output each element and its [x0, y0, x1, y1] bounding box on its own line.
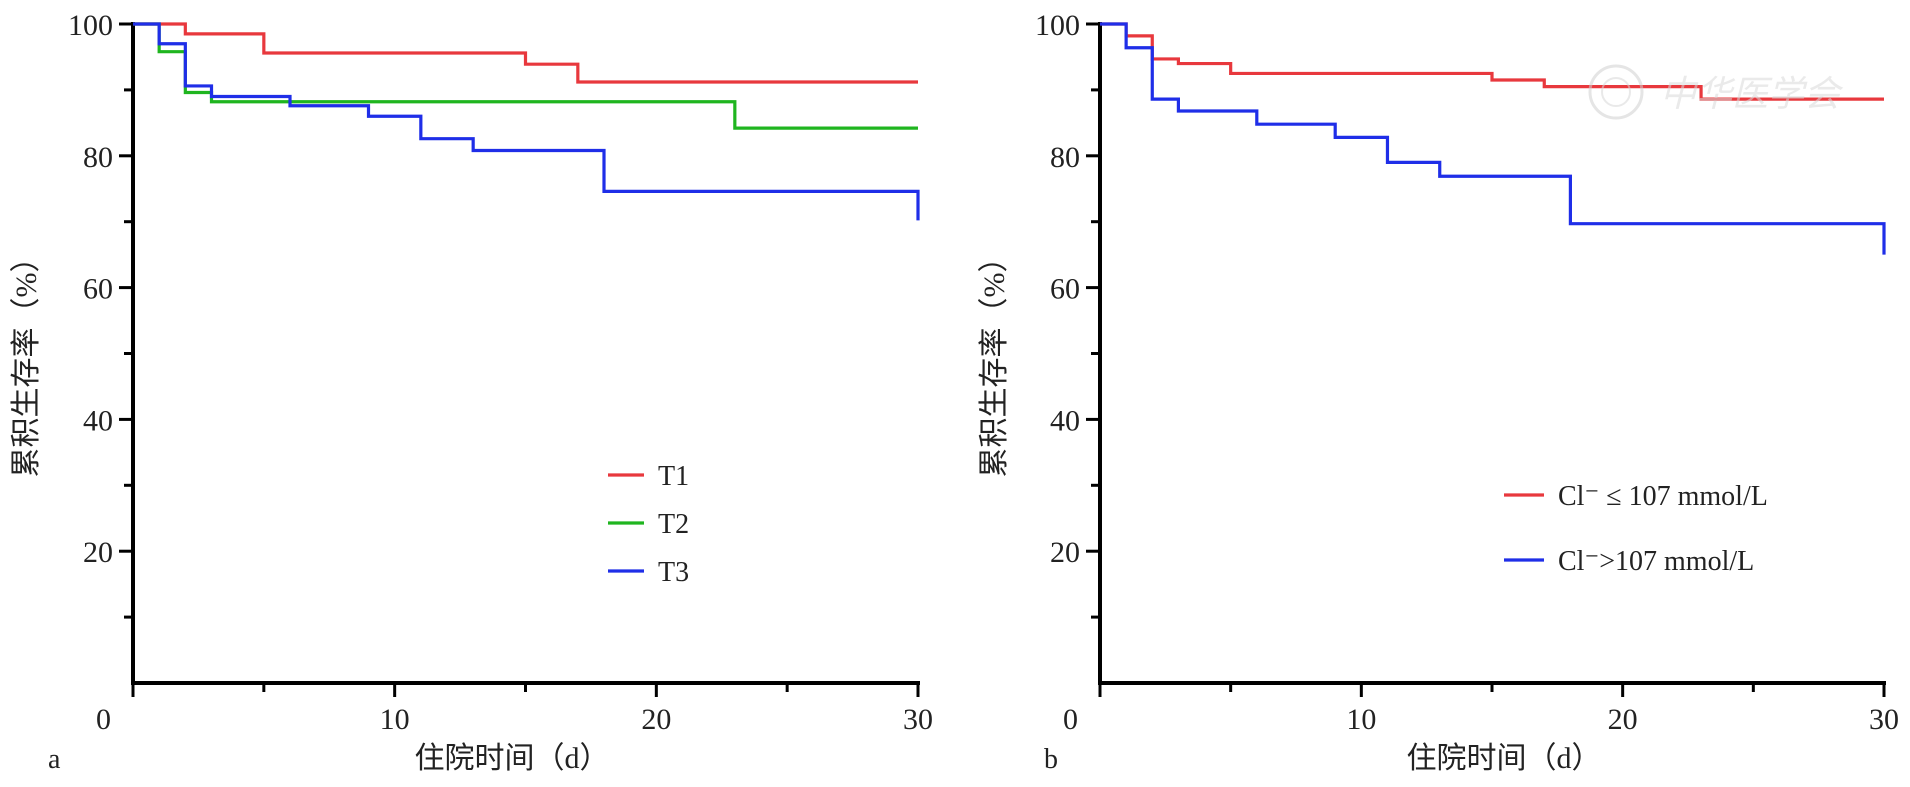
panel-b-x-tick-label: 0 — [1063, 703, 1078, 736]
panel-b-legend-label-1: Cl⁻ ≤ 107 mmol/L — [1558, 481, 1768, 512]
panel-a-series-line-2 — [133, 22, 918, 130]
panel-a-legend-label-3: T3 — [658, 557, 689, 588]
panel-b-x-tick-label: 10 — [1346, 703, 1376, 736]
panel-b-y-tick-label: 20 — [1050, 536, 1080, 569]
panel-a-series-line-3 — [133, 22, 920, 221]
panel-a-y-tick-label: 20 — [83, 536, 113, 569]
panel-a-x-tick-label: 20 — [641, 703, 671, 736]
panel-a-x-tick-label: 10 — [380, 703, 410, 736]
panel-a-letter: a — [48, 744, 61, 775]
panel-a-x-tick-label: 30 — [903, 703, 933, 736]
watermark-seal-inner-icon — [1601, 77, 1631, 107]
panel-a-legend-label-2: T2 — [658, 509, 689, 540]
panel-b-series-line-2 — [1100, 22, 1886, 255]
watermark-seal-icon — [1588, 64, 1644, 120]
panel-a-y-tick-label: 60 — [83, 273, 113, 306]
panel-a-legend-label-1: T1 — [658, 461, 689, 492]
panel-b-x-tick-label: 20 — [1608, 703, 1638, 736]
panel-b-letter: b — [1044, 744, 1058, 775]
panel-a-series-layer — [133, 22, 920, 221]
panel-b-x-tick-label: 30 — [1869, 703, 1899, 736]
panel-b-y-tick-label: 80 — [1050, 141, 1080, 174]
panel-b: 20 40 60 80 100 0 10 20 30 住院时间（d） 累积生存率（%） b Cl… — [978, 9, 1899, 775]
panel-b-axes: 20 40 60 80 100 0 10 20 30 — [1035, 9, 1899, 736]
panel-b-y-tick-label: 60 — [1050, 273, 1080, 306]
panel-b-y-tick-label: 100 — [1035, 9, 1080, 42]
panel-a-legend: T1 T2 T3 — [608, 461, 689, 588]
panel-a-y-tick-label: 80 — [83, 141, 113, 174]
panel-b-legend: Cl⁻ ≤ 107 mmol/L Cl⁻>107 mmol/L — [1504, 481, 1768, 577]
panel-b-y-axis-title: 累积生存率（%） — [978, 243, 1011, 478]
watermark-text: 中华医学会 — [1660, 74, 1844, 114]
panel-a-y-tick-label: 100 — [68, 9, 113, 42]
panel-a-y-tick-label: 40 — [83, 404, 113, 437]
panel-a-axes: 20 40 60 80 100 0 10 20 30 — [68, 9, 933, 736]
panel-b-series-line-1 — [1100, 22, 1884, 101]
panel-a-y-axis-title: 累积生存率（%） — [10, 243, 43, 478]
watermark: 中华医学会 — [1588, 64, 1844, 120]
panel-a-x-tick-label: 0 — [96, 703, 111, 736]
panel-a: 20 40 60 80 100 0 10 20 30 住院时间（d） 累积生存率（%） a T1… — [10, 9, 933, 775]
panel-b-y-tick-label: 40 — [1050, 404, 1080, 437]
panel-b-series-layer — [1100, 22, 1886, 255]
panel-a-series-line-1 — [133, 22, 918, 84]
panel-b-x-axis-title: 住院时间（d） — [1407, 742, 1602, 775]
panel-b-legend-label-2: Cl⁻>107 mmol/L — [1558, 546, 1754, 577]
panel-a-x-axis-title: 住院时间（d） — [415, 742, 610, 775]
